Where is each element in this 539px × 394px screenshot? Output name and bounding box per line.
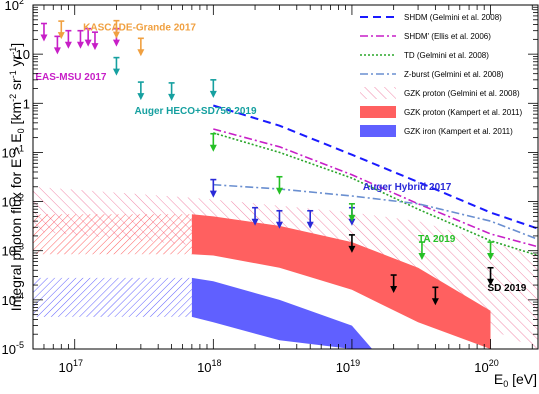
limit-arrow-auger-heco-sd750-2019 [137, 81, 145, 101]
limit-arrow-auger-hybrid-2017 [251, 206, 259, 226]
y-tick-label: 10-1 [2, 143, 24, 160]
x-tick-label: 1019 [336, 358, 360, 375]
limit-arrow-eas-msu-2017 [64, 29, 72, 49]
experiment-annotations: KASCADE-Grande 2017 EAS-MSU 2017 Auger HEC… [35, 23, 526, 295]
axis-ticks [32, 4, 538, 350]
limit-arrow-kascade-grande-2017 [57, 20, 65, 40]
legend-entry-gzk-proton-kampert-et-al-2011: GZK proton (Kampert et al. 2011) [360, 106, 522, 118]
x-tick-label: 1017 [58, 358, 82, 375]
legend-label: TD (Gelmini et al. 2008) [404, 51, 489, 60]
annotation-eas-msu-2017: EAS-MSU 2017 [35, 72, 107, 83]
legend-label: Z-burst (Gelmini et al. 2008) [404, 70, 504, 79]
legend-entry-shdm-ellis-et-al-2006: SHDM' (Ellis et al. 2006) [360, 32, 491, 41]
legend-swatch [360, 125, 396, 137]
annotation-kascade-grande-2017: KASCADE-Grande 2017 [83, 23, 196, 34]
legend-label: SHDM' (Ellis et al. 2006) [404, 32, 491, 41]
limit-arrow-ta-2019 [487, 241, 495, 261]
legend-entry-td-gelmini-et-al-2008: TD (Gelmini et al. 2008) [360, 51, 489, 60]
legend-label: GZK proton (Gelmini et al. 2008) [404, 89, 520, 98]
limit-arrow-auger-heco-sd750-2019 [112, 56, 120, 76]
legend-entry-gzk-iron-kampert-et-al-2011: GZK iron (Kampert et al. 2011) [360, 125, 513, 137]
annotation-sd-2019: SD 2019 [487, 283, 526, 294]
limit-arrow-kascade-grande-2017 [112, 19, 120, 39]
y-tick-label: 1 [23, 96, 30, 111]
limit-arrow-sd-2019 [487, 266, 495, 286]
y-tick-label: 10-4 [2, 291, 24, 308]
x-axis-title: E0 [eV] [494, 371, 537, 389]
limit-arrow-ta-2019 [275, 175, 283, 195]
y-tick-label: 10-5 [2, 340, 24, 357]
limit-arrow-ta-2019 [418, 241, 426, 261]
annotation-auger-heco-sd750-2019: Auger HECO+SD750 2019 [135, 106, 257, 117]
annotation-auger-hybrid-2017: Auger Hybrid 2017 [363, 182, 452, 193]
x-tick-label: 1020 [474, 358, 498, 375]
curve-z-burst-gelmini-et-al-2008 [213, 183, 538, 241]
band-gzk-iron-kampert-et-al-2011-extrapolated [33, 277, 192, 317]
limit-arrow-eas-msu-2017 [91, 31, 99, 51]
limit-arrow-ta-2019 [348, 203, 356, 222]
limit-arrow-auger-hybrid-2017 [209, 178, 217, 198]
legend: SHDM (Gelmini et al. 2008) SHDM' (Ellis e… [360, 13, 522, 137]
legend-label: GZK iron (Kampert et al. 2011) [404, 127, 513, 136]
legend-swatch [360, 87, 396, 99]
y-tick-label: 10-2 [2, 193, 24, 210]
limit-arrow-auger-heco-sd750-2019 [168, 82, 176, 101]
annotation-ta-2019: TA 2019 [418, 234, 456, 245]
x-tick-label: 1018 [197, 358, 221, 375]
limit-arrow-eas-msu-2017 [84, 27, 92, 47]
band-gzk-proton-kampert-et-al-2011 [191, 214, 491, 349]
band-gzk-proton-kampert-et-al-2011-extrapolated [33, 214, 192, 255]
legend-label: SHDM (Gelmini et al. 2008) [404, 13, 502, 22]
y-tick-label: 10 [16, 47, 30, 62]
limit-arrow-ta-2019 [209, 132, 217, 152]
limit-arrow-kascade-grande-2017 [137, 37, 145, 57]
legend-entry-shdm-gelmini-et-al-2008: SHDM (Gelmini et al. 2008) [360, 13, 502, 22]
limit-arrow-auger-heco-sd750-2019 [209, 79, 217, 98]
limit-arrow-sd-2019 [348, 234, 356, 253]
limit-arrow-sd-2019 [390, 274, 398, 294]
curve-shdm-gelmini-et-al-2008 [213, 104, 538, 230]
legend-label: GZK proton (Kampert et al. 2011) [404, 108, 522, 117]
y-axis-title: Integral photon flux for E > E0 [km-2 sr… [8, 43, 26, 311]
limit-arrow-eas-msu-2017 [76, 29, 84, 49]
limit-arrow-auger-hybrid-2017 [306, 209, 314, 229]
axis-tick-labels: 1017 1018 1019 1020 10-5 10-4 10-3 10-2 10-1 1 10 1… [2, 0, 499, 375]
limit-arrow-eas-msu-2017 [53, 35, 61, 55]
y-tick-label: 10-3 [2, 242, 24, 259]
curve-shdm-ellis-et-al-2006 [213, 128, 538, 248]
plot-frame [32, 4, 539, 350]
legend-swatch [360, 106, 396, 118]
band-gzk-iron-kampert-et-al-2011 [191, 277, 373, 349]
limit-arrow-sd-2019 [431, 286, 439, 306]
model-curves [213, 104, 538, 257]
legend-entry-gzk-proton-gelmini-et-al-2008: GZK proton (Gelmini et al. 2008) [360, 87, 520, 99]
upper-limit-arrows [40, 19, 495, 306]
limit-arrow-auger-hybrid-2017 [275, 209, 283, 229]
legend-entry-z-burst-gelmini-et-al-2008: Z-burst (Gelmini et al. 2008) [360, 70, 504, 79]
curve-td-gelmini-et-al-2008 [213, 132, 538, 257]
gzk-bands [33, 186, 538, 349]
y-tick-label: 102 [5, 0, 24, 13]
limit-arrow-eas-msu-2017 [40, 22, 48, 42]
